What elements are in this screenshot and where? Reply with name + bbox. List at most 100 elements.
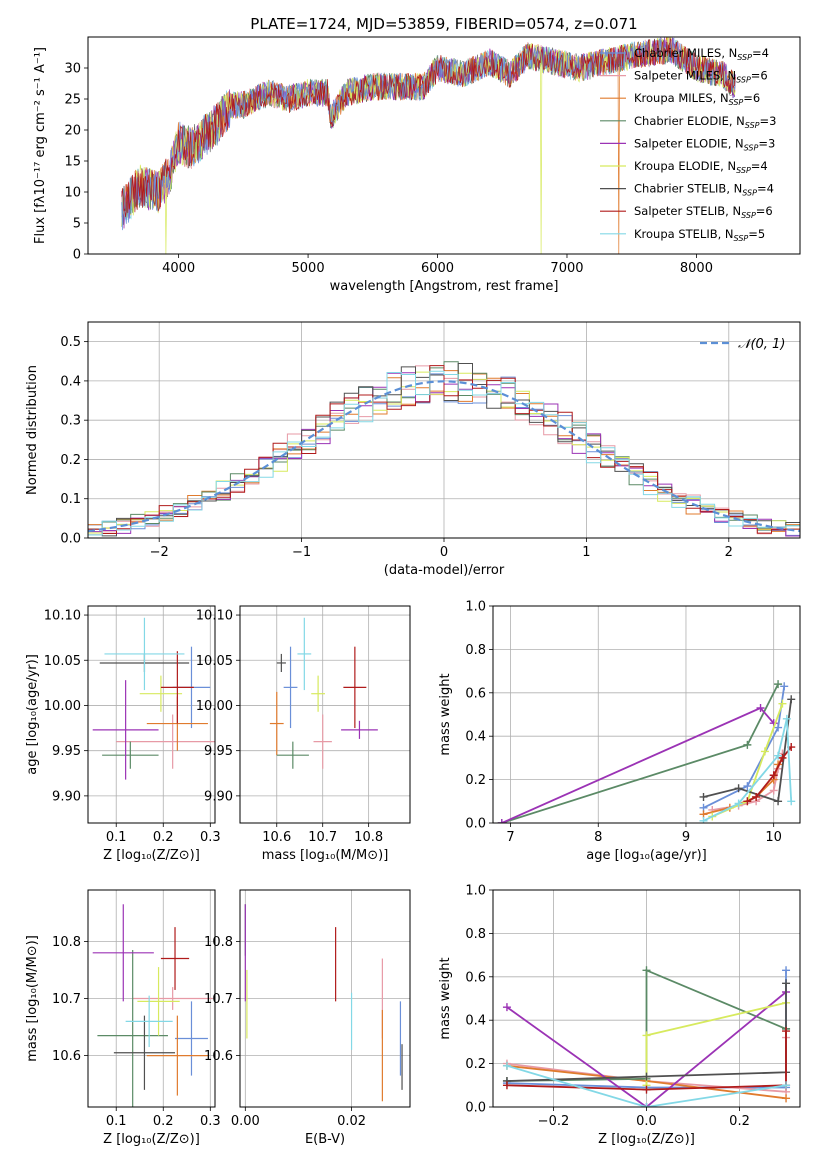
x-axis-label: Z [log₁₀(Z/Z⊙)]: [598, 1132, 695, 1147]
marker-kroupa-stelib: [734, 799, 743, 808]
spectrum-line-salpeter-stelib: [121, 37, 736, 217]
axes-frame: [87, 321, 801, 539]
marker-salpeter-miles: [769, 786, 778, 795]
x-tick-label: 10.7: [308, 830, 337, 845]
legend-subscript: SSP: [737, 53, 752, 62]
marker-chabrier-miles: [774, 723, 783, 732]
legend-label-chabrier-stelib: Chabrier STELIB, NSSP=4: [634, 182, 774, 198]
legend-subscript: SSP: [744, 143, 759, 152]
axes-frame: [239, 605, 411, 824]
legend-text: Kroupa STELIB, N: [634, 227, 734, 241]
x-tick-label: −2: [150, 545, 169, 560]
marker-salpeter-stelib: [769, 771, 778, 780]
y-tick-label: 0.4: [465, 730, 486, 745]
legend-subscript: SSP: [736, 166, 751, 175]
legend-text: Chabrier MILES, N: [634, 46, 737, 60]
marker-kroupa-stelib: [782, 1081, 791, 1090]
legend-subscript: SSP: [745, 121, 760, 130]
legend-nssp: =6: [743, 91, 760, 105]
x-tick-label: 10: [765, 830, 782, 845]
legend-nssp: =3: [758, 136, 775, 150]
legend-nssp: =4: [751, 159, 768, 173]
y-tick-label: 15: [64, 155, 81, 170]
x-tick-label: 0.00: [231, 1114, 260, 1129]
marker-chabrier-elodie: [774, 680, 783, 689]
y-axis-label: mass [log₁₀(M/M⊙)]: [25, 935, 40, 1062]
y-tick-label: 0.2: [60, 453, 81, 468]
x-axis-label: Z [log₁₀(Z/Z⊙)]: [103, 848, 200, 863]
marker-kroupa-stelib: [787, 797, 796, 806]
line-kroupa-stelib: [506, 1064, 787, 1107]
marker-salpeter-stelib: [752, 792, 761, 801]
x-tick-label: 4000: [162, 261, 195, 276]
y-tick-label: 10.6: [52, 1049, 81, 1064]
spectrum-line-chabrier-miles: [121, 37, 736, 231]
marker-chabrier-miles: [780, 682, 789, 691]
marker-salpeter-elodie: [497, 819, 506, 823]
y-axis-label: Normed distribution: [25, 365, 40, 495]
x-tick-label: 0.1: [106, 830, 127, 845]
legend-label-salpeter-elodie: Salpeter ELODIE, NSSP=3: [634, 136, 775, 152]
legend-text: Chabrier ELODIE, N: [634, 114, 745, 128]
x-tick-label: −0.2: [538, 1114, 570, 1129]
legend-nssp: =6: [751, 69, 768, 83]
y-tick-label: 25: [64, 93, 81, 108]
y-tick-label: 9.95: [52, 744, 81, 759]
y-tick-label: 10.00: [44, 699, 81, 714]
axes-frame: [87, 36, 801, 255]
marker-chabrier-elodie: [642, 966, 651, 975]
y-tick-label: 0.3: [60, 414, 81, 429]
marker-chabrier-stelib: [699, 792, 708, 801]
panel-age-vs-mass: 10.6 10.7 10.8 9.90 9.95 10.00 10.05 10.10 mass …: [196, 605, 411, 863]
axes-frame: [87, 605, 216, 824]
x-tick-label: 5000: [292, 261, 325, 276]
y-axis-label: mass weight: [438, 673, 453, 755]
axes-frame: [492, 605, 801, 824]
legend-nssp: =4: [752, 46, 769, 60]
y-tick-label: 0.1: [60, 492, 81, 507]
x-axis-label: Z [log₁₀(Z/Z⊙)]: [103, 1132, 200, 1147]
plot-area-histogram: [88, 361, 800, 537]
legend-subscript: SSP: [729, 98, 744, 107]
y-tick-label: 0.8: [465, 927, 486, 942]
y-tick-label: 20: [64, 124, 81, 139]
y-tick-label: 0.0: [465, 817, 486, 832]
x-tick-label: 0.02: [337, 1114, 366, 1129]
y-axis-label: mass weight: [438, 957, 453, 1039]
marker-kroupa-stelib: [502, 1061, 511, 1070]
x-tick-label: 9: [682, 830, 690, 845]
y-tick-label: 10.05: [196, 654, 233, 669]
y-tick-label: 30: [64, 62, 81, 77]
panel-spectrum: 4000 5000 6000 7000 8000 0 5 10 15 20 25 30 waveleng…: [33, 36, 801, 294]
y-tick-label: 0.6: [465, 686, 486, 701]
y-tick-label: 10.10: [196, 609, 233, 624]
y-axis-label: age [log₁₀(age/yr)]: [25, 654, 40, 775]
marker-chabrier-elodie: [743, 740, 752, 749]
legend-nssp: =4: [757, 182, 774, 196]
marker-salpeter-stelib: [778, 753, 787, 762]
axes-frame: [87, 889, 216, 1108]
panel-age-vs-Z: 0.1 0.2 0.3 9.90 9.95 10.00 10.05 10.10 Z [log₁₀…: [25, 605, 221, 863]
x-tick-label: 0.2: [729, 1114, 750, 1129]
marker-salpeter-stelib: [743, 797, 752, 806]
marker-chabrier-stelib: [782, 979, 791, 988]
x-tick-label: 8000: [680, 261, 713, 276]
line-chabrier-elodie: [506, 968, 787, 1082]
marker-chabrier-stelib: [774, 797, 783, 806]
panel-histogram: −2 −1 0 1 2 0.0 0.1 0.2 0.3 0.4 0.5 (data-model)/er…: [25, 321, 801, 578]
plot-area-mass-vs-ebv: [244, 904, 403, 1102]
panel-mass-vs-ebv: 0.00 0.02 10.6 10.7 10.8 E(B-V): [204, 889, 411, 1147]
marker-salpeter-stelib: [502, 1081, 511, 1090]
marker-salpeter-elodie: [502, 1003, 511, 1012]
legend-label-kroupa-miles: Kroupa MILES, NSSP=6: [634, 91, 760, 107]
legend-text: Kroupa ELODIE, N: [634, 159, 736, 173]
plot-area-age-vs-Z: [92, 617, 215, 780]
x-tick-label: 10.6: [262, 830, 291, 845]
y-tick-label: 10.7: [52, 992, 81, 1007]
y-tick-label: 0.4: [465, 1014, 486, 1029]
line-kroupa-elodie: [711, 703, 784, 818]
plots-layer: 4000 5000 6000 7000 8000051015202530waveleng…: [25, 36, 801, 1147]
x-axis-label: E(B-V): [305, 1132, 345, 1147]
legend-text: Salpeter STELIB, N: [634, 204, 741, 218]
